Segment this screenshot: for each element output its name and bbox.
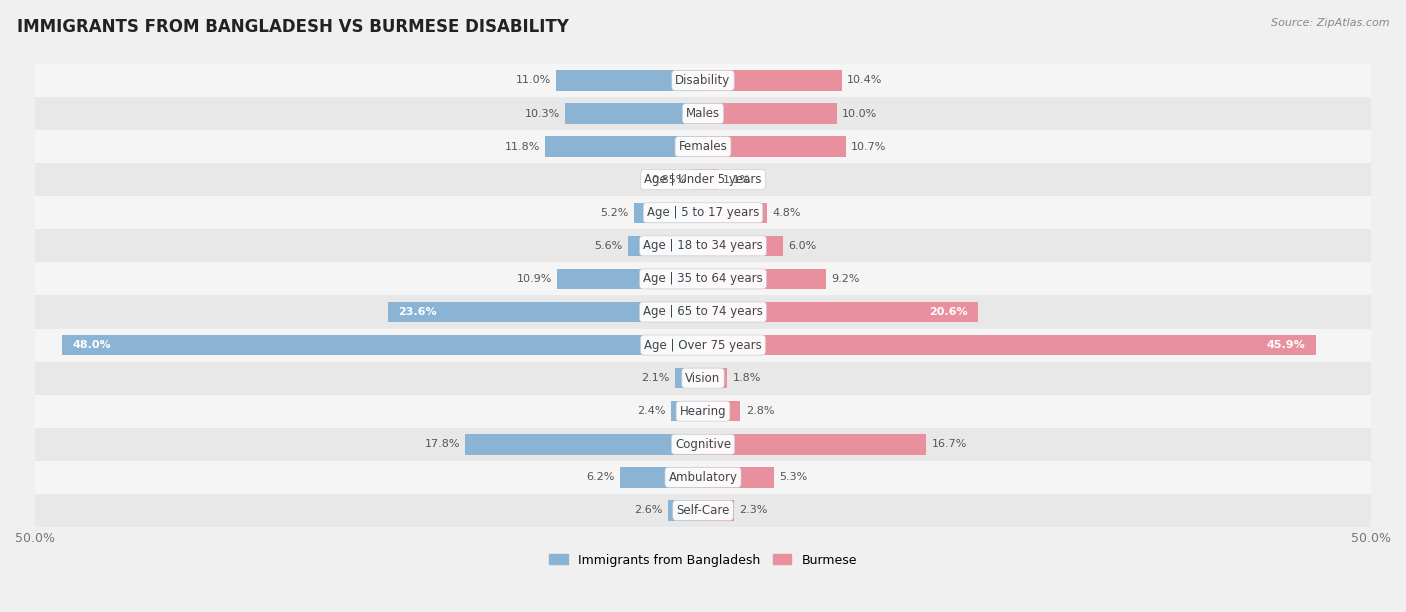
Bar <box>565 103 703 124</box>
Text: 10.4%: 10.4% <box>848 75 883 86</box>
Text: Age | Over 75 years: Age | Over 75 years <box>644 338 762 351</box>
Text: 16.7%: 16.7% <box>931 439 967 449</box>
Bar <box>703 434 927 455</box>
Text: 6.2%: 6.2% <box>586 472 614 482</box>
Bar <box>546 136 703 157</box>
Text: 17.8%: 17.8% <box>425 439 460 449</box>
Text: Age | 18 to 34 years: Age | 18 to 34 years <box>643 239 763 252</box>
Bar <box>703 70 842 91</box>
Text: 0.85%: 0.85% <box>651 174 686 185</box>
Bar <box>35 230 1371 263</box>
Text: 48.0%: 48.0% <box>72 340 111 350</box>
Bar <box>703 170 717 190</box>
Bar <box>692 170 703 190</box>
Bar <box>35 296 1371 329</box>
Bar <box>35 163 1371 196</box>
Text: 9.2%: 9.2% <box>831 274 859 284</box>
Text: 6.0%: 6.0% <box>789 241 817 251</box>
Bar <box>35 97 1371 130</box>
Text: Ambulatory: Ambulatory <box>668 471 738 484</box>
Text: Source: ZipAtlas.com: Source: ZipAtlas.com <box>1271 18 1389 28</box>
Text: 5.3%: 5.3% <box>779 472 807 482</box>
Bar <box>35 130 1371 163</box>
Bar <box>35 494 1371 527</box>
Text: Self-Care: Self-Care <box>676 504 730 517</box>
Bar <box>703 203 768 223</box>
Bar <box>35 329 1371 362</box>
Bar <box>35 461 1371 494</box>
Bar <box>35 395 1371 428</box>
Bar <box>703 368 727 389</box>
Bar <box>555 70 703 91</box>
Bar <box>703 136 846 157</box>
Bar <box>703 236 783 256</box>
Text: 11.0%: 11.0% <box>516 75 551 86</box>
Bar <box>703 500 734 521</box>
Text: Hearing: Hearing <box>679 405 727 418</box>
Text: 2.1%: 2.1% <box>641 373 669 383</box>
Bar <box>703 269 825 289</box>
Bar <box>703 401 741 422</box>
Bar <box>671 401 703 422</box>
Text: Age | Under 5 years: Age | Under 5 years <box>644 173 762 186</box>
Text: Age | 65 to 74 years: Age | 65 to 74 years <box>643 305 763 318</box>
Text: 2.4%: 2.4% <box>637 406 665 416</box>
Text: 5.6%: 5.6% <box>595 241 623 251</box>
Text: 20.6%: 20.6% <box>929 307 967 317</box>
Text: 23.6%: 23.6% <box>398 307 437 317</box>
Bar <box>675 368 703 389</box>
Text: 4.8%: 4.8% <box>772 207 801 218</box>
Bar <box>703 302 979 323</box>
Text: 10.3%: 10.3% <box>524 108 560 119</box>
Bar <box>620 467 703 488</box>
Text: Vision: Vision <box>685 371 721 384</box>
Text: Cognitive: Cognitive <box>675 438 731 451</box>
Text: 2.3%: 2.3% <box>740 506 768 515</box>
Bar <box>35 196 1371 230</box>
Legend: Immigrants from Bangladesh, Burmese: Immigrants from Bangladesh, Burmese <box>544 548 862 572</box>
Bar <box>465 434 703 455</box>
Text: Females: Females <box>679 140 727 153</box>
Text: 10.7%: 10.7% <box>851 141 887 152</box>
Text: 10.0%: 10.0% <box>842 108 877 119</box>
Text: 2.8%: 2.8% <box>745 406 775 416</box>
Bar <box>703 103 837 124</box>
Text: 11.8%: 11.8% <box>505 141 540 152</box>
Bar <box>62 335 703 356</box>
Text: Age | 35 to 64 years: Age | 35 to 64 years <box>643 272 763 285</box>
Bar <box>35 263 1371 296</box>
Text: Age | 5 to 17 years: Age | 5 to 17 years <box>647 206 759 219</box>
Bar <box>388 302 703 323</box>
Bar <box>668 500 703 521</box>
Bar <box>35 362 1371 395</box>
Bar <box>557 269 703 289</box>
Bar <box>35 64 1371 97</box>
Bar <box>35 428 1371 461</box>
Text: 5.2%: 5.2% <box>600 207 628 218</box>
Text: 1.8%: 1.8% <box>733 373 761 383</box>
Bar <box>634 203 703 223</box>
Bar <box>703 335 1316 356</box>
Bar <box>628 236 703 256</box>
Text: 2.6%: 2.6% <box>634 506 662 515</box>
Text: IMMIGRANTS FROM BANGLADESH VS BURMESE DISABILITY: IMMIGRANTS FROM BANGLADESH VS BURMESE DI… <box>17 18 569 36</box>
Text: 1.1%: 1.1% <box>723 174 751 185</box>
Text: Males: Males <box>686 107 720 120</box>
Bar <box>703 467 773 488</box>
Text: 10.9%: 10.9% <box>516 274 553 284</box>
Text: 45.9%: 45.9% <box>1267 340 1306 350</box>
Text: Disability: Disability <box>675 74 731 87</box>
